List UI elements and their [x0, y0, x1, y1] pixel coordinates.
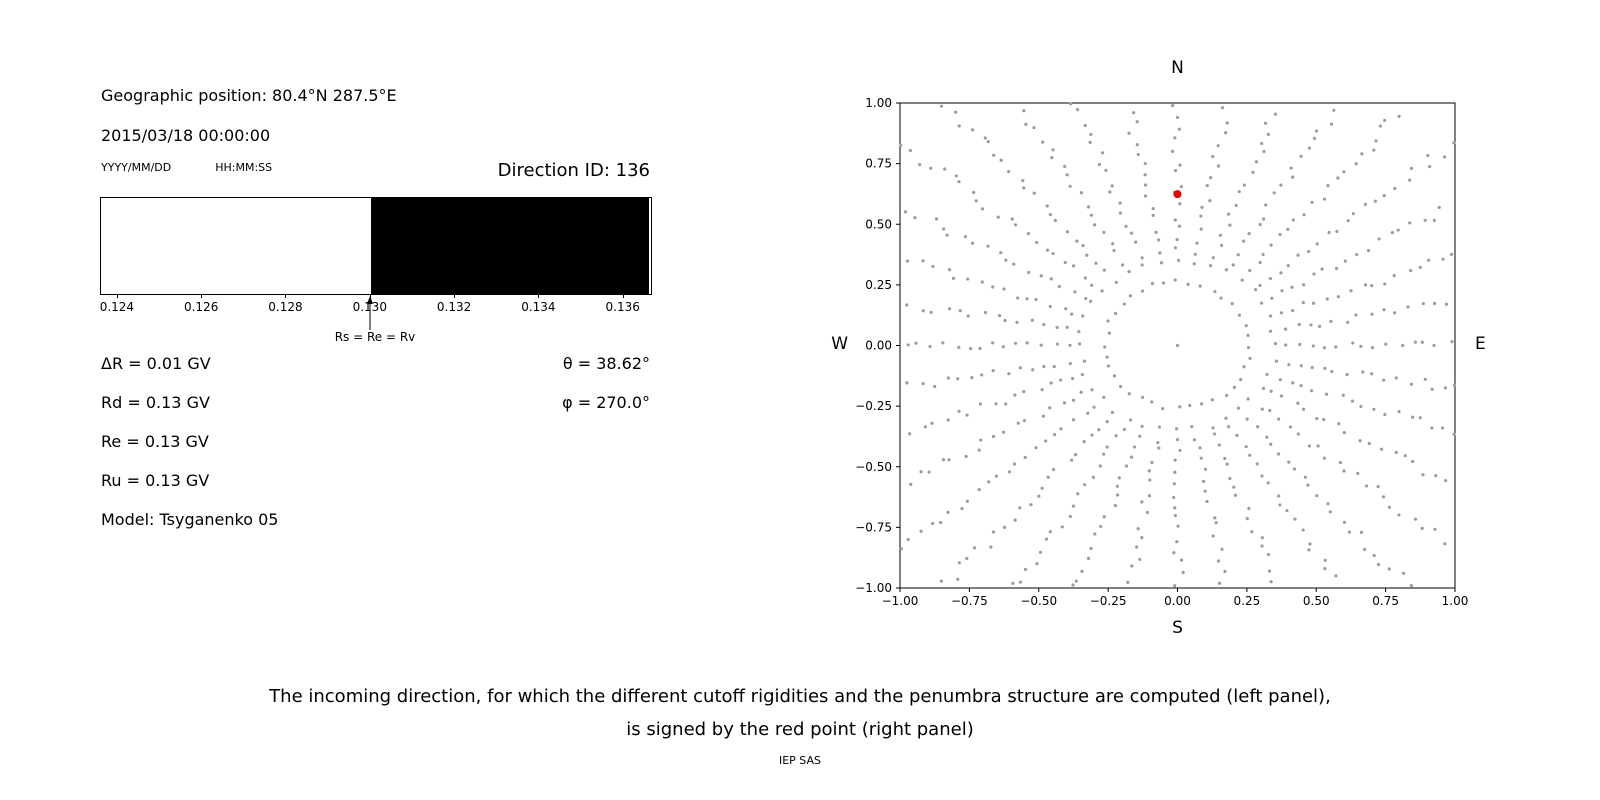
y-tick-label: 0.75 [865, 157, 892, 171]
datetime-text: 2015/03/18 00:00:00 [101, 126, 271, 145]
geo-position-text: Geographic position: 80.4°N 287.5°E [101, 86, 397, 105]
y-tick-label: −0.75 [855, 520, 892, 534]
penumbra-tick [538, 294, 540, 298]
caption-line-2: is signed by the red point (right panel) [626, 719, 974, 740]
x-tick-label: −1.00 [882, 594, 919, 608]
credit-text: IEP SAS [778, 754, 822, 767]
penumbra-tick [622, 294, 624, 298]
y-tick-label: −0.50 [855, 460, 892, 474]
plot-axes [896, 102, 1456, 592]
cutoff-marker-arrow [366, 296, 373, 330]
value-rd: Rd = 0.13 GV [101, 393, 210, 412]
direction-scatter: −1.00 −0.75 −0.50 −0.25 0.00 0.25 0.50 0.75 1.00… [855, 96, 1468, 608]
penumbra-tick [369, 294, 371, 298]
x-tick-label: 0.75 [1372, 594, 1399, 608]
penumbra-region-allowed [101, 198, 371, 294]
x-tick-label: 1.00 [1442, 594, 1469, 608]
y-tick-label: −1.00 [855, 581, 892, 595]
model-text: Model: Tsyganenko 05 [101, 510, 279, 529]
penumbra-region-forbidden [370, 198, 649, 294]
penumbra-tick-label: 0.132 [436, 300, 472, 314]
penumbra-tick-label: 0.128 [268, 300, 303, 314]
time-format-label: HH:MM:SS [215, 161, 273, 174]
x-tick-label: 0.25 [1234, 594, 1261, 608]
x-tick-label: −0.50 [1020, 594, 1057, 608]
direction-id-text: Direction ID: 136 [497, 160, 650, 181]
y-tick-label: 0.00 [865, 339, 892, 353]
penumbra-chart [100, 197, 652, 295]
penumbra-tick-label: 0.126 [183, 300, 219, 314]
selected-direction-red-point [1173, 190, 1182, 199]
penumbra-tick [454, 294, 456, 298]
x-tick-label: −0.75 [951, 594, 988, 608]
x-tick-label: 0.50 [1303, 594, 1330, 608]
caption-line-1: The incoming direction, for which the di… [269, 686, 1331, 707]
penumbra-axis: 0.124 0.126 0.128 0.130 0.132 0.134 0.136 [100, 294, 651, 320]
datetime-format-labels: YYYY/MM/DD HH:MM:SS [101, 161, 272, 174]
penumbra-tick-label: 0.134 [521, 300, 556, 314]
value-delta-r: ΔR = 0.01 GV [101, 354, 211, 373]
compass-label-west: W [831, 334, 848, 354]
y-tick-label: 1.00 [865, 96, 892, 110]
date-format-label: YYYY/MM/DD [101, 161, 172, 174]
value-theta: θ = 38.62° [562, 354, 650, 373]
penumbra-tick [116, 294, 118, 298]
compass-label-east: E [1475, 334, 1486, 354]
penumbra-tick-label: 0.124 [99, 300, 135, 314]
y-tick-label: −0.25 [855, 399, 892, 413]
y-tick-label: 0.50 [865, 217, 892, 231]
penumbra-tick-label: 0.136 [605, 300, 640, 314]
value-ru: Ru = 0.13 GV [101, 471, 210, 490]
penumbra-tick [201, 294, 203, 298]
x-tick-label: −0.25 [1090, 594, 1127, 608]
value-phi: φ = 270.0° [562, 393, 650, 412]
compass-label-south: S [1172, 618, 1183, 638]
compass-label-north: N [1171, 58, 1184, 78]
cutoff-marker-label: Rs = Re = Rv [334, 330, 416, 344]
asymptotic-direction-dots [899, 102, 1457, 588]
penumbra-tick [285, 294, 287, 298]
x-tick-label: 0.00 [1164, 594, 1191, 608]
axis-tick-labels: −1.00 −0.75 −0.50 −0.25 0.00 0.25 0.50 0.75 1.00… [855, 96, 1468, 608]
value-re: Re = 0.13 GV [101, 432, 209, 451]
y-tick-label: 0.25 [865, 278, 892, 292]
